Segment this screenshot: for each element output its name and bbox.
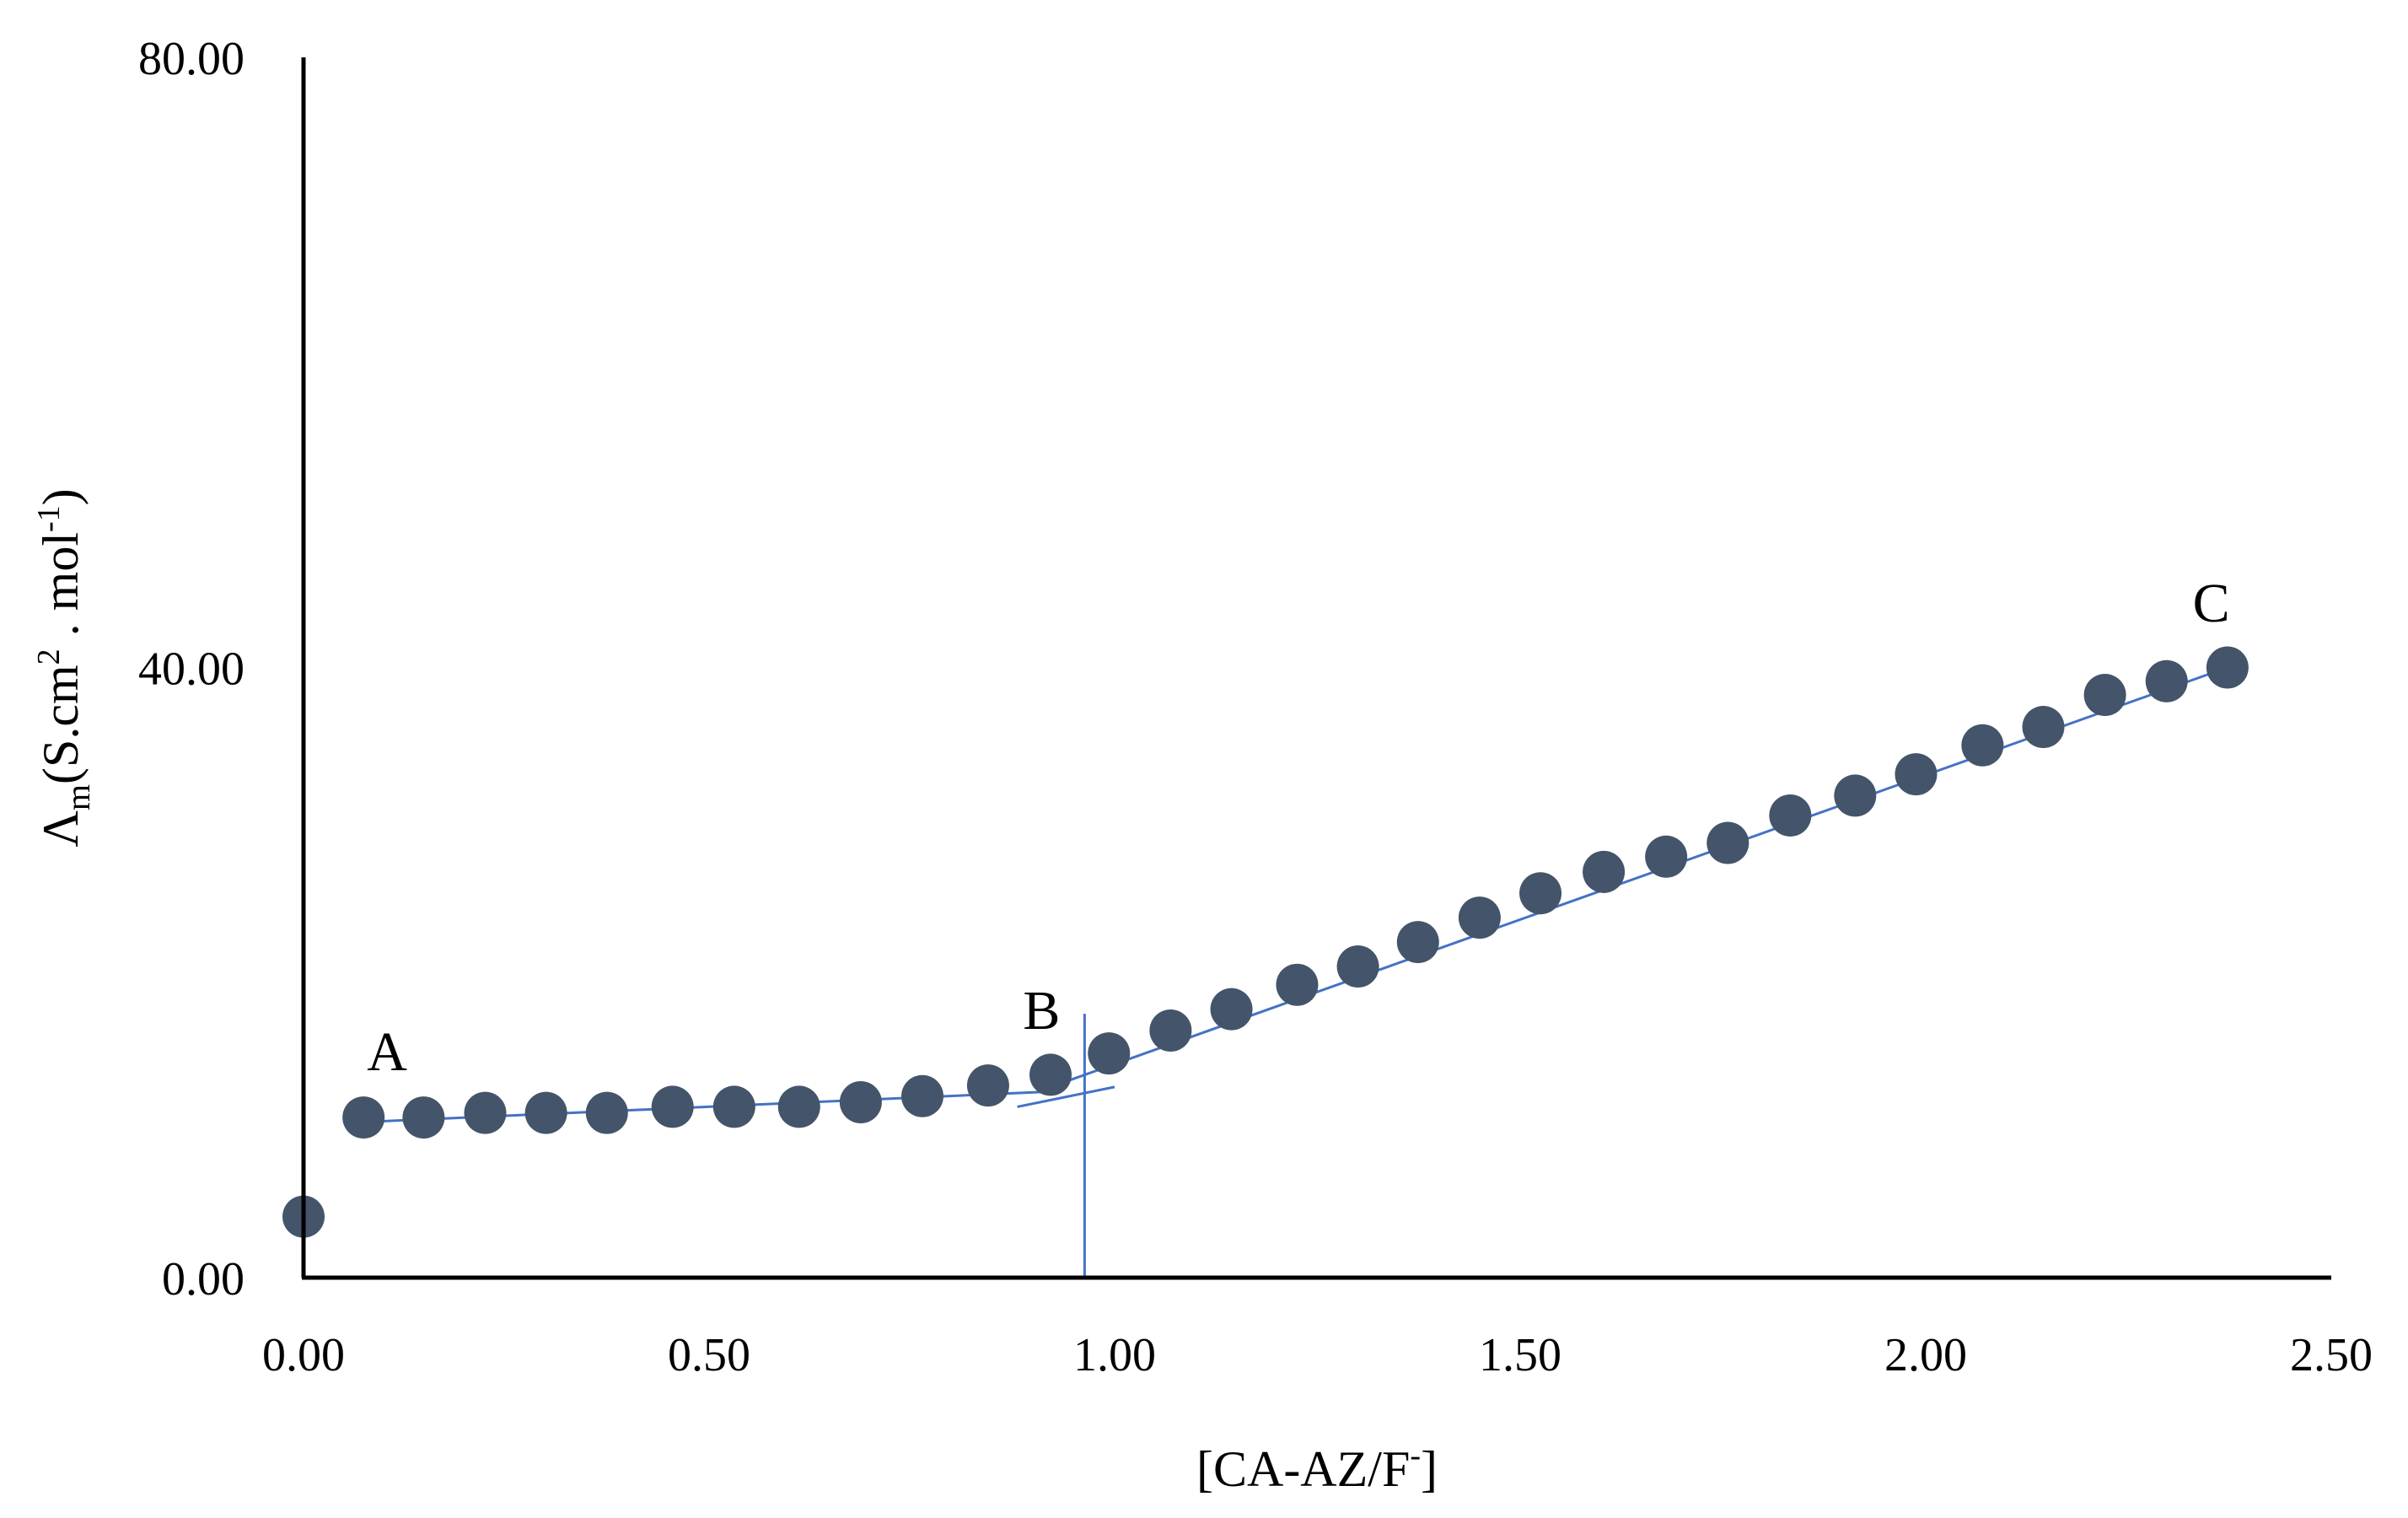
data-point [1458,896,1501,939]
data-point [1519,872,1562,915]
data-point [1029,1053,1072,1096]
data-point [342,1096,385,1139]
x-tick-label: 1.50 [1479,1329,1561,1381]
data-point [2083,674,2126,717]
annotation-label: B [1023,980,1060,1042]
data-point [1149,1009,1192,1052]
y-tick-label: 80.00 [138,33,245,85]
data-point [1895,753,1938,796]
data-point [966,1064,1009,1107]
x-tick-label: 2.50 [2290,1329,2373,1381]
data-point [1396,921,1439,964]
data-point [777,1085,820,1128]
data-point [1707,821,1750,864]
x-tick-labels: 0.00 0.50 1.00 1.50 2.00 2.50 [262,1329,2373,1381]
data-point [1645,835,1688,878]
data-point [901,1074,944,1117]
data-point [585,1091,628,1134]
data-point [1276,963,1319,1006]
data-point [524,1091,567,1134]
data-point [1961,724,2004,767]
data-point [1336,945,1379,988]
y-tick-label: 0.00 [162,1253,245,1305]
y-axis-title: Λm(S.cm2 . mol-1) [31,488,97,847]
data-point [1210,988,1253,1031]
data-point [651,1085,694,1128]
annotation-label: C [2193,573,2230,634]
trend-lines [363,666,2228,1124]
annotations: A B C [367,573,2229,1083]
y-tick-label: 40.00 [138,643,245,696]
annotation-label: A [367,1021,407,1083]
data-point [1583,850,1626,893]
data-point [464,1091,507,1134]
data-points [282,646,2249,1238]
data-point [1769,794,1812,837]
data-point [1088,1032,1131,1075]
data-point [2206,646,2249,689]
x-tick-label: 1.00 [1073,1329,1156,1381]
data-point [2145,659,2188,702]
data-point [712,1085,755,1128]
data-point [2022,706,2065,749]
x-axis-title: [CA-AZ/F-] [1196,1438,1438,1497]
data-point [1834,774,1877,817]
y-tick-labels: 0.00 40.00 80.00 [138,33,245,1305]
data-point [402,1096,445,1139]
trend-line [1017,1085,1115,1108]
axes [301,57,2331,1280]
x-tick-label: 0.50 [668,1329,750,1381]
data-point [839,1080,882,1123]
x-tick-label: 0.00 [262,1329,345,1381]
x-tick-label: 2.00 [1884,1329,1967,1381]
